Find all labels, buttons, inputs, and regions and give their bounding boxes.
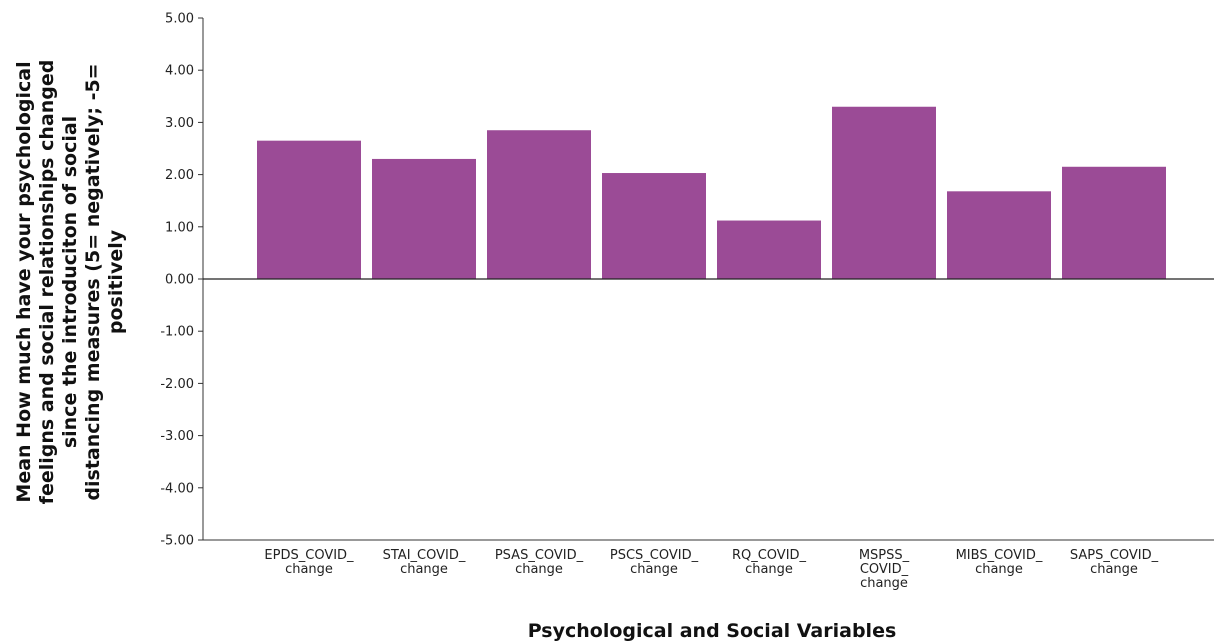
bars: [257, 106, 1166, 280]
y-axis-title-line: since the introduciton of social: [59, 116, 81, 448]
y-tick-label: 3.00: [165, 116, 194, 131]
bar: [1062, 166, 1166, 279]
x-category-label-line: PSCS_COVID_: [610, 548, 699, 563]
y-tick-label: 1.00: [165, 220, 194, 235]
y-tick-label: -4.00: [160, 481, 194, 496]
y-axis-title-text: Mean How much have your psychologicalfee…: [13, 60, 127, 505]
x-category-label-line: change: [400, 562, 448, 577]
x-category-label-line: change: [745, 562, 793, 577]
bar: [257, 140, 361, 279]
bar: [487, 130, 591, 279]
x-category-label-line: change: [285, 562, 333, 577]
x-category-label-line: STAI_COVID_: [383, 548, 466, 563]
x-category-label: SAPS_COVID_ change: [1070, 548, 1159, 577]
y-tick-label: 5.00: [165, 12, 194, 27]
bar: [947, 191, 1051, 279]
y-axis-title-line: positively: [105, 229, 127, 334]
x-category-label: PSCS_COVID_ change: [610, 548, 699, 577]
x-category-label: PSAS_COVID_ change: [495, 548, 584, 577]
y-axis-title-line: feeligns and social relationships change…: [36, 60, 58, 505]
x-category-label: MSPSS_ COVID_ change: [859, 548, 910, 591]
x-category-label-line: change: [1090, 562, 1138, 577]
x-category-label-line: change: [515, 562, 563, 577]
x-category-label-line: EPDS_COVID_: [264, 548, 354, 563]
y-axis-title-line: Mean How much have your psychological: [13, 61, 35, 502]
x-axis-title: Psychological and Social Variables: [528, 620, 897, 642]
bar: [602, 173, 706, 279]
y-tick-label: -1.00: [160, 325, 194, 340]
y-axis-title: Mean How much have your psychologicalfee…: [13, 60, 127, 505]
y-axis-title-line: distancing measures (5= negatively; -5=: [82, 63, 104, 500]
y-tick-label: 0.00: [165, 273, 194, 288]
x-category-label-line: change: [630, 562, 678, 577]
y-tick-label: -5.00: [160, 534, 194, 549]
x-category-label: RQ_COVID_ change: [732, 548, 807, 577]
x-category-label: EPDS_COVID_ change: [264, 548, 354, 577]
x-category-label-line: PSAS_COVID_: [495, 548, 584, 563]
x-category-label-line: SAPS_COVID_: [1070, 548, 1159, 563]
y-tick-label: 4.00: [165, 64, 194, 79]
y-tick-label: 2.00: [165, 168, 194, 183]
bar: [717, 220, 821, 279]
bar: [372, 158, 476, 279]
x-category-label-line: COVID_: [860, 562, 909, 577]
x-category-label: STAI_COVID_ change: [383, 548, 466, 577]
x-category-label-line: RQ_COVID_: [732, 548, 807, 563]
y-tick-label: -3.00: [160, 429, 194, 444]
y-tick-label: -2.00: [160, 377, 194, 392]
x-category-label-line: change: [975, 562, 1023, 577]
x-category-label-line: MIBS_COVID_: [956, 548, 1043, 563]
x-category-label-line: MSPSS_: [859, 548, 910, 563]
x-category-label-line: change: [860, 576, 908, 591]
x-category-label: MIBS_COVID_ change: [956, 548, 1043, 577]
bar: [832, 106, 936, 280]
y-axis-ticks: 5.00 4.00 3.00 2.00 1.00 0.00 -1.00 -2.00 -3.00 -…: [160, 12, 203, 549]
